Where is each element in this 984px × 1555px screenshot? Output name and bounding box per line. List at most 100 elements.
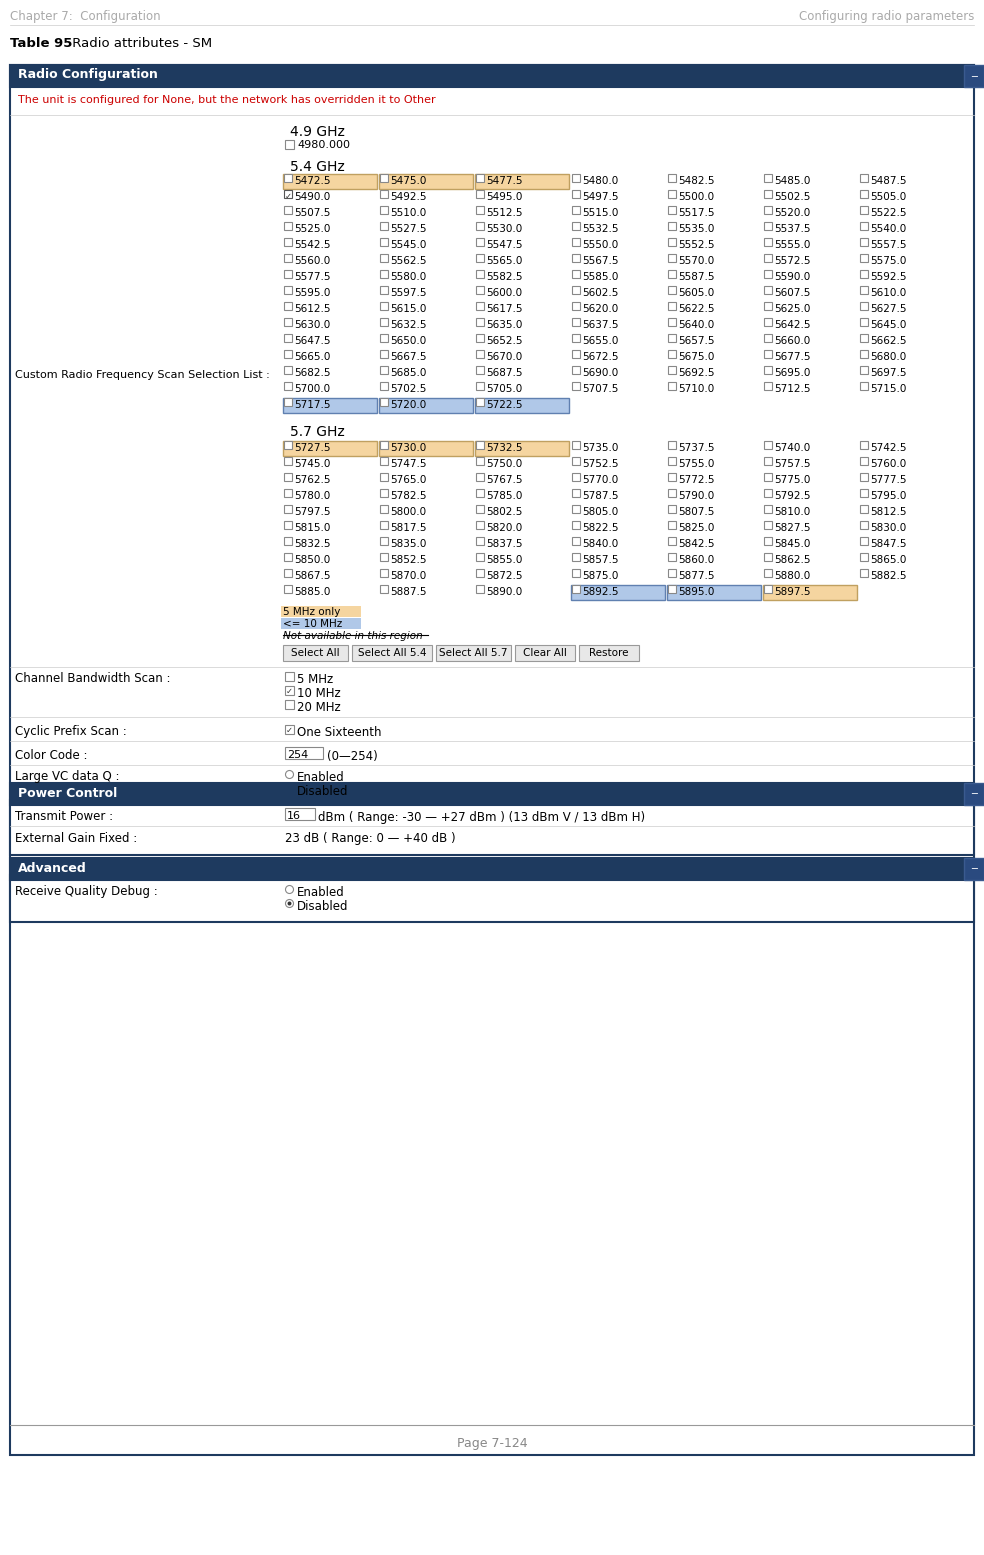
- Text: 5877.5: 5877.5: [678, 571, 714, 582]
- Text: 5845.0: 5845.0: [774, 540, 811, 549]
- Bar: [572, 253, 580, 261]
- FancyBboxPatch shape: [10, 65, 974, 1455]
- Text: 5797.5: 5797.5: [294, 507, 331, 516]
- Text: 5515.0: 5515.0: [582, 208, 618, 218]
- Text: Chapter 7:  Configuration: Chapter 7: Configuration: [10, 9, 160, 23]
- Bar: [860, 205, 868, 215]
- Text: 5627.5: 5627.5: [870, 303, 906, 314]
- Text: 5650.0: 5650.0: [390, 336, 426, 347]
- Text: 5802.5: 5802.5: [486, 507, 523, 516]
- Bar: [668, 319, 676, 327]
- Text: 5765.0: 5765.0: [390, 474, 426, 485]
- Text: 5552.5: 5552.5: [678, 239, 714, 250]
- Text: 5 MHz: 5 MHz: [297, 673, 334, 686]
- Text: 5800.0: 5800.0: [390, 507, 426, 516]
- Text: 5570.0: 5570.0: [678, 257, 714, 266]
- Text: 5672.5: 5672.5: [582, 351, 619, 362]
- Text: 5817.5: 5817.5: [390, 522, 426, 533]
- Text: ✓: ✓: [286, 726, 293, 736]
- Bar: [284, 536, 292, 544]
- Text: 5677.5: 5677.5: [774, 351, 811, 362]
- Bar: [380, 253, 388, 261]
- Text: 5895.0: 5895.0: [678, 586, 714, 597]
- Text: Clear All: Clear All: [523, 648, 567, 658]
- Text: 5607.5: 5607.5: [774, 288, 811, 299]
- Text: 5572.5: 5572.5: [774, 257, 811, 266]
- FancyBboxPatch shape: [10, 799, 974, 855]
- Bar: [380, 222, 388, 230]
- Text: 5682.5: 5682.5: [294, 369, 331, 378]
- Bar: [860, 319, 868, 327]
- Bar: [475, 442, 569, 456]
- Text: 5882.5: 5882.5: [870, 571, 906, 582]
- Bar: [668, 554, 676, 561]
- Text: 5585.0: 5585.0: [582, 272, 618, 281]
- Text: 5740.0: 5740.0: [774, 443, 810, 453]
- Bar: [476, 536, 484, 544]
- Text: 5600.0: 5600.0: [486, 288, 523, 299]
- Text: 5840.0: 5840.0: [582, 540, 618, 549]
- Bar: [283, 174, 377, 190]
- Text: 5605.0: 5605.0: [678, 288, 714, 299]
- Text: Restore: Restore: [589, 648, 629, 658]
- Bar: [380, 585, 388, 592]
- Bar: [476, 286, 484, 294]
- Bar: [572, 383, 580, 390]
- Bar: [860, 334, 868, 342]
- Bar: [352, 645, 432, 661]
- Bar: [572, 536, 580, 544]
- Text: 5587.5: 5587.5: [678, 272, 714, 281]
- Text: ✓: ✓: [286, 687, 293, 697]
- Text: 5787.5: 5787.5: [582, 491, 619, 501]
- Text: Radio attributes - SM: Radio attributes - SM: [68, 37, 213, 50]
- Bar: [285, 140, 294, 149]
- Bar: [579, 645, 639, 661]
- Bar: [860, 253, 868, 261]
- Bar: [668, 473, 676, 480]
- Text: 5810.0: 5810.0: [774, 507, 810, 516]
- Bar: [284, 398, 292, 406]
- Bar: [380, 350, 388, 358]
- Text: 5547.5: 5547.5: [486, 239, 523, 250]
- Bar: [285, 686, 294, 695]
- Bar: [380, 271, 388, 278]
- Bar: [380, 554, 388, 561]
- Text: 5822.5: 5822.5: [582, 522, 619, 533]
- Bar: [764, 383, 772, 390]
- Bar: [764, 536, 772, 544]
- Bar: [285, 725, 294, 734]
- Bar: [284, 383, 292, 390]
- Bar: [572, 488, 580, 498]
- Text: Enabled: Enabled: [297, 771, 344, 784]
- Bar: [764, 554, 772, 561]
- Bar: [572, 319, 580, 327]
- Bar: [668, 238, 676, 246]
- Text: 5520.0: 5520.0: [774, 208, 810, 218]
- Text: 5562.5: 5562.5: [390, 257, 426, 266]
- Text: 5555.0: 5555.0: [774, 239, 811, 250]
- Text: 5722.5: 5722.5: [486, 400, 523, 411]
- Text: 5712.5: 5712.5: [774, 384, 811, 393]
- Bar: [380, 286, 388, 294]
- Text: 5485.0: 5485.0: [774, 176, 811, 187]
- Bar: [572, 174, 580, 182]
- Text: 5880.0: 5880.0: [774, 571, 810, 582]
- Text: 5635.0: 5635.0: [486, 320, 523, 330]
- Text: 5495.0: 5495.0: [486, 191, 523, 202]
- Bar: [380, 569, 388, 577]
- Bar: [764, 286, 772, 294]
- Bar: [572, 271, 580, 278]
- Bar: [281, 606, 361, 617]
- Text: Select All: Select All: [291, 648, 339, 658]
- Bar: [476, 457, 484, 465]
- Text: 5760.0: 5760.0: [870, 459, 906, 470]
- Text: 5737.5: 5737.5: [678, 443, 714, 453]
- Bar: [476, 174, 484, 182]
- Text: 5612.5: 5612.5: [294, 303, 331, 314]
- Circle shape: [285, 770, 293, 779]
- Bar: [476, 271, 484, 278]
- Bar: [284, 319, 292, 327]
- Text: 5870.0: 5870.0: [390, 571, 426, 582]
- Text: 5745.0: 5745.0: [294, 459, 331, 470]
- Text: 5567.5: 5567.5: [582, 257, 619, 266]
